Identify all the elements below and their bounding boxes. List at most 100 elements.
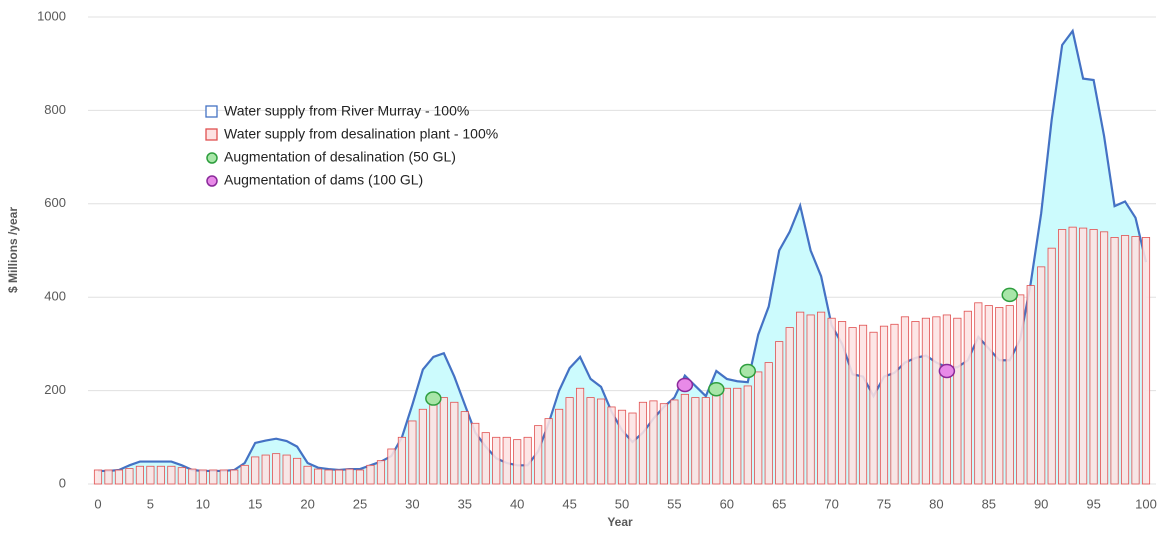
bar	[869, 331, 878, 485]
bar	[261, 454, 270, 485]
bar	[921, 317, 930, 485]
bar	[785, 327, 794, 485]
point	[676, 377, 694, 393]
bar	[450, 401, 459, 485]
bar	[544, 418, 553, 485]
y-tick-label: 800	[44, 102, 66, 117]
x-tick-label: 100	[1135, 496, 1157, 511]
bar	[303, 465, 312, 485]
bar	[167, 465, 176, 485]
x-tick-label: 55	[667, 496, 681, 511]
legend-label: Augmentation of dams (100 GL)	[224, 172, 423, 188]
bar	[1016, 294, 1025, 485]
bar	[104, 469, 113, 485]
x-tick-label: 10	[196, 496, 210, 511]
x-tick-label: 70	[824, 496, 838, 511]
x-axis-label: Year	[607, 515, 633, 529]
point	[739, 363, 757, 379]
bar	[219, 469, 228, 485]
bar	[848, 327, 857, 485]
bar	[1079, 227, 1088, 485]
bar	[1068, 226, 1077, 485]
bar	[586, 397, 595, 485]
bar	[418, 408, 427, 485]
bar	[471, 422, 480, 485]
legend-label: Water supply from desalination plant - 1…	[224, 126, 498, 142]
bar	[502, 436, 511, 485]
bar	[817, 311, 826, 485]
bar	[198, 469, 207, 485]
bar	[984, 305, 993, 485]
bar	[114, 469, 124, 485]
bar	[177, 467, 186, 485]
bar	[513, 439, 522, 485]
bar	[272, 453, 281, 485]
bar	[429, 404, 438, 485]
x-tick-label: 75	[877, 496, 891, 511]
legend-marker	[206, 175, 218, 187]
bar	[135, 465, 144, 485]
bar	[492, 436, 501, 485]
bar	[670, 399, 679, 485]
bar	[555, 408, 564, 485]
y-tick-label: 400	[44, 289, 66, 304]
legend-marker	[205, 128, 218, 141]
bar	[1131, 236, 1140, 485]
bar	[617, 409, 627, 485]
bar	[1037, 266, 1046, 485]
bar	[691, 397, 700, 485]
x-tick-label: 0	[94, 496, 101, 511]
bar	[1047, 247, 1056, 485]
bar	[649, 400, 658, 485]
bar	[995, 307, 1004, 485]
x-tick-label: 20	[300, 496, 314, 511]
bar	[1110, 237, 1119, 485]
bar	[324, 469, 333, 485]
bar	[230, 469, 239, 485]
bar	[722, 387, 731, 485]
bar	[596, 398, 606, 485]
x-tick-label: 65	[772, 496, 786, 511]
y-axis-label: $ Millions /year	[6, 207, 20, 293]
bar	[481, 432, 490, 485]
bar	[607, 406, 616, 485]
point	[708, 381, 725, 397]
bar	[680, 393, 689, 485]
x-tick-label: 90	[1034, 496, 1048, 511]
x-tick-label: 5	[147, 496, 154, 511]
bar	[251, 456, 260, 485]
bar	[900, 316, 910, 485]
x-tick-label: 35	[458, 496, 472, 511]
bar	[366, 464, 375, 485]
bar	[890, 323, 899, 485]
bar	[1141, 237, 1151, 485]
bar	[188, 468, 197, 485]
bar	[146, 465, 155, 485]
bar	[1100, 231, 1109, 485]
bar	[293, 457, 302, 485]
x-tick-label: 15	[248, 496, 262, 511]
bar	[1058, 229, 1067, 485]
bar	[733, 387, 742, 485]
bar	[838, 321, 847, 485]
bar	[638, 401, 648, 485]
point	[1001, 287, 1019, 303]
x-tick-label: 80	[929, 496, 943, 511]
x-tick-label: 50	[615, 496, 629, 511]
bar	[827, 317, 836, 485]
bar	[345, 468, 354, 485]
bar	[439, 397, 448, 485]
x-tick-label: 25	[353, 496, 367, 511]
bar	[314, 468, 323, 485]
bar	[764, 362, 773, 485]
bar	[701, 397, 710, 485]
y-tick-label: 0	[59, 475, 66, 490]
x-tick-label: 85	[982, 496, 996, 511]
bar	[942, 314, 951, 485]
point	[938, 363, 956, 379]
legend-marker	[205, 105, 218, 118]
bar	[209, 469, 218, 485]
bar	[523, 436, 532, 485]
bar	[576, 387, 585, 485]
bar	[1089, 229, 1098, 485]
